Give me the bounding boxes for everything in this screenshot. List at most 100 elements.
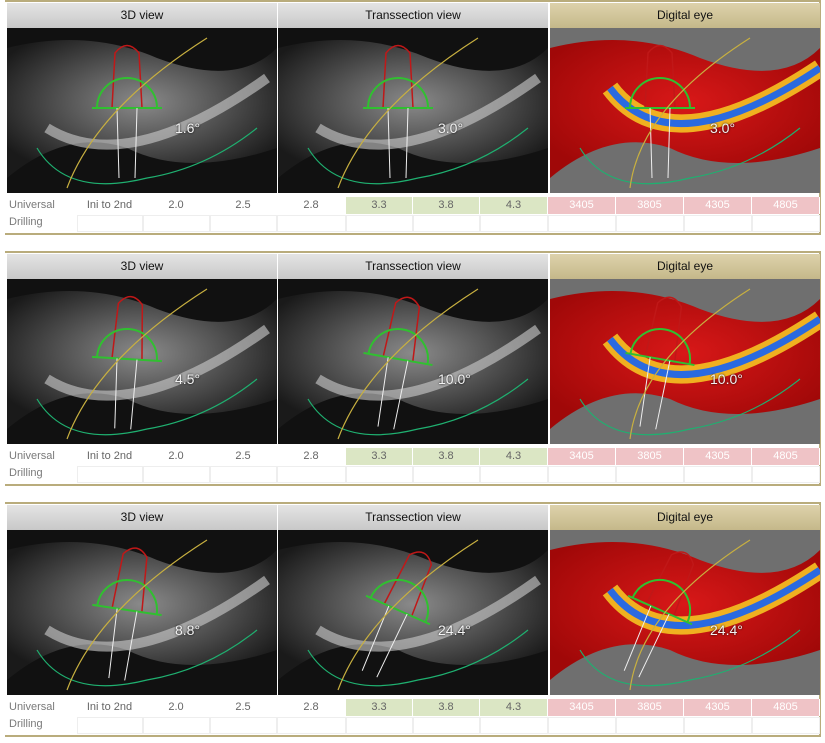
empty-cell xyxy=(143,466,210,483)
cortex xyxy=(44,575,270,652)
empty-cell xyxy=(684,466,752,483)
tooth-outline xyxy=(579,127,801,185)
view-header: Transsection view xyxy=(278,254,548,279)
drill-cell: 4805 xyxy=(752,699,820,716)
drill-cell: 4805 xyxy=(752,197,820,214)
drill-cell: 4305 xyxy=(684,699,752,716)
sleeve xyxy=(387,107,409,179)
scan-image xyxy=(550,28,820,193)
drill-cell: 3405 xyxy=(548,699,616,716)
guide-line xyxy=(92,603,162,617)
bone xyxy=(550,542,820,680)
guide-arc xyxy=(96,77,158,109)
sleeve xyxy=(377,357,409,430)
density-band xyxy=(607,567,820,629)
drill-cell: Ini to 2nd xyxy=(77,448,143,465)
scan-image xyxy=(550,530,820,695)
guide-line xyxy=(92,355,162,363)
guide-arc xyxy=(629,328,691,365)
soft-outline xyxy=(337,37,479,189)
tooth-outline xyxy=(36,629,258,687)
implant-outline xyxy=(383,551,433,617)
empty-cell xyxy=(752,466,820,483)
guide-arc xyxy=(369,579,429,623)
empty-cell xyxy=(413,466,480,483)
empty-cell xyxy=(346,466,413,483)
empty-cell xyxy=(548,466,616,483)
drill-cell: 2.5 xyxy=(210,699,277,716)
drill-cell: 3405 xyxy=(548,197,616,214)
empty-cell xyxy=(346,215,413,232)
empty-cell xyxy=(210,717,277,734)
scan-image xyxy=(7,28,277,193)
empty-cell xyxy=(480,466,548,483)
empty-cell xyxy=(480,717,548,734)
tooth-outline xyxy=(579,629,801,687)
sleeve xyxy=(114,358,138,430)
drill-cell: 2.0 xyxy=(143,699,210,716)
bone xyxy=(550,291,820,429)
row-label: Universal xyxy=(9,701,55,713)
drill-cell: 3805 xyxy=(616,448,684,465)
drill-cell: 4.3 xyxy=(480,448,548,465)
density-band xyxy=(607,65,820,127)
implant-outline xyxy=(645,551,695,617)
implant-outline xyxy=(644,44,676,109)
implant-plan xyxy=(92,547,162,681)
soft-outline xyxy=(337,288,479,440)
guide-arc xyxy=(96,328,158,361)
panel: 3D view 8.8° Transsection view 24.4° Digital… xyxy=(5,502,821,737)
implant-outline xyxy=(111,547,148,613)
row-label: Drilling xyxy=(9,718,43,730)
angle-label: 4.5° xyxy=(175,371,201,387)
implant-outline xyxy=(382,296,421,362)
row-label: Universal xyxy=(9,199,55,211)
guide-line xyxy=(363,351,433,367)
row-label: Drilling xyxy=(9,216,43,228)
guide-arc xyxy=(631,579,691,623)
view-header: Digital eye xyxy=(550,505,820,530)
sleeve xyxy=(649,107,671,179)
soft-outline xyxy=(66,37,208,189)
drill-cell: 3805 xyxy=(616,699,684,716)
view-header: Digital eye xyxy=(550,3,820,28)
drill-cell: 2.8 xyxy=(277,699,346,716)
scan-image xyxy=(550,279,820,444)
empty-cell xyxy=(480,215,548,232)
empty-cell xyxy=(616,717,684,734)
sleeve xyxy=(623,605,670,678)
implant-plan xyxy=(625,44,695,179)
guide-line xyxy=(627,594,693,626)
drill-cell: 3.3 xyxy=(346,197,413,214)
guide-arc xyxy=(629,77,691,109)
implant-plan xyxy=(625,296,695,430)
empty-cell xyxy=(210,215,277,232)
tooth-outline xyxy=(307,378,529,436)
guide-arc xyxy=(367,328,429,365)
angle-label: 3.0° xyxy=(438,120,464,136)
view-header: Transsection view xyxy=(278,3,548,28)
empty-cell xyxy=(77,466,143,483)
implant-plan xyxy=(623,551,695,678)
implant-outline xyxy=(111,44,143,109)
empty-cell xyxy=(143,717,210,734)
angle-label: 1.6° xyxy=(175,120,201,136)
guide-arc xyxy=(96,579,158,615)
empty-cell xyxy=(277,215,346,232)
drill-cell: 2.8 xyxy=(277,448,346,465)
drill-cell: Ini to 2nd xyxy=(77,699,143,716)
cortex xyxy=(315,575,541,652)
scan-image xyxy=(278,28,548,193)
row-label: Drilling xyxy=(9,467,43,479)
soft-outline xyxy=(337,539,479,691)
sleeve xyxy=(108,608,138,681)
cortex xyxy=(315,73,541,150)
scan-image xyxy=(278,530,548,695)
drill-cell: 4.3 xyxy=(480,699,548,716)
soft-outline xyxy=(66,288,208,440)
drill-cell: 3.8 xyxy=(413,197,480,214)
soft-outline xyxy=(629,288,751,440)
empty-cell xyxy=(413,717,480,734)
empty-cell xyxy=(548,215,616,232)
cortex xyxy=(44,324,270,401)
